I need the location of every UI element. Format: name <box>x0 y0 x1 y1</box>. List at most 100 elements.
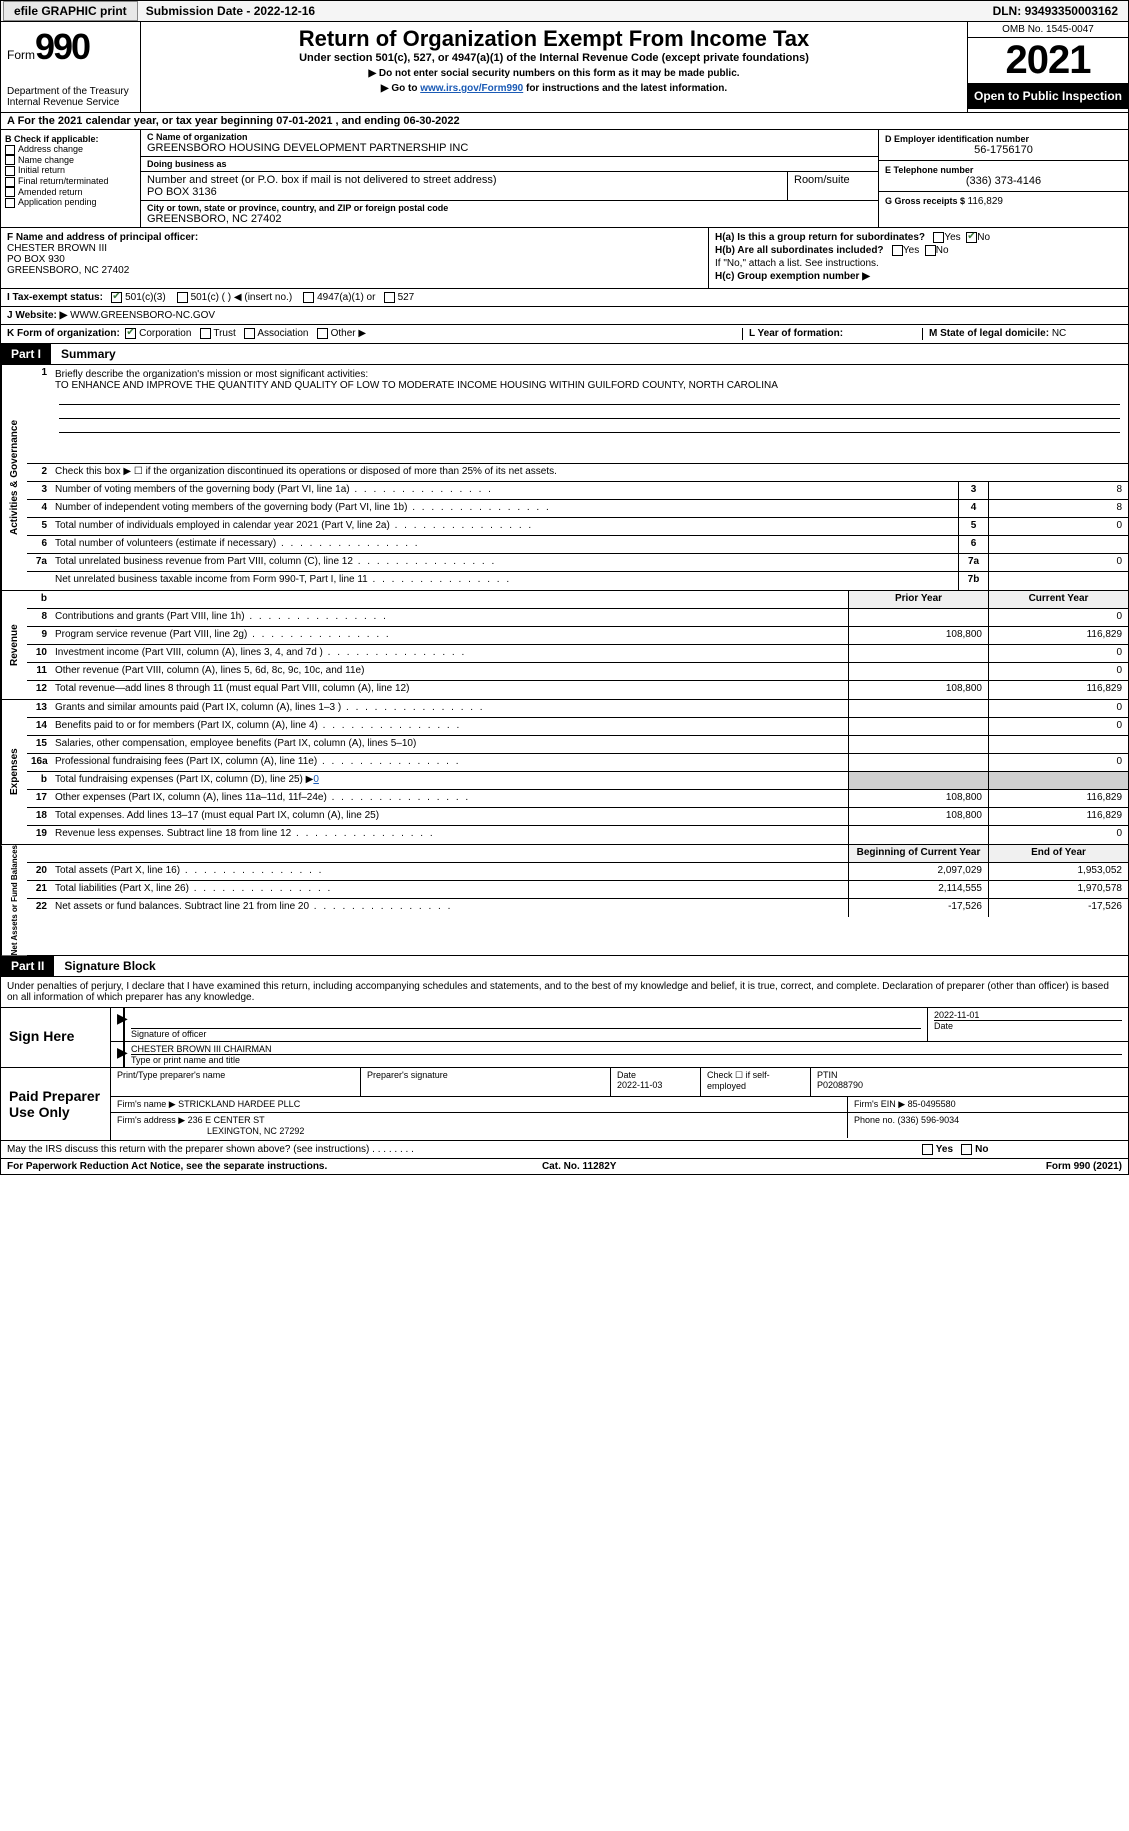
entity-block: B Check if applicable: Address change Na… <box>0 130 1129 228</box>
line5-val: 0 <box>988 518 1128 535</box>
firm-address: 236 E CENTER ST <box>188 1115 265 1125</box>
chk-corporation[interactable] <box>125 328 136 339</box>
ptin-label: PTIN <box>817 1070 1122 1080</box>
officer-addr1: PO BOX 930 <box>7 254 702 265</box>
hb-no[interactable] <box>925 245 936 256</box>
line7b-val <box>988 572 1128 590</box>
chk-address-change[interactable] <box>5 145 15 155</box>
line6-val <box>988 536 1128 553</box>
summary-activities: Activities & Governance 1 Briefly descri… <box>0 365 1129 591</box>
pra-notice: For Paperwork Reduction Act Notice, see … <box>7 1161 327 1172</box>
state-domicile: NC <box>1052 328 1066 339</box>
line3-val: 8 <box>988 482 1128 499</box>
chk-name-change[interactable] <box>5 155 15 165</box>
chk-amended-return[interactable] <box>5 187 15 197</box>
hdr-eoy: End of Year <box>988 845 1128 862</box>
street-label: Number and street (or P.O. box if mail i… <box>147 174 781 186</box>
part1-header: Part I Summary <box>0 344 1129 365</box>
dba-label: Doing business as <box>147 159 872 169</box>
q2-text: Check this box ▶ ☐ if the organization d… <box>51 464 1128 481</box>
ha-no[interactable] <box>966 232 977 243</box>
print-name-label: Print/Type preparer's name <box>117 1070 354 1080</box>
form-ref: Form 990 (2021) <box>1046 1161 1122 1172</box>
chk-501c[interactable] <box>177 292 188 303</box>
form-number: 990 <box>35 26 89 67</box>
sign-here-section: Sign Here ▶ Signature of officer 2022-11… <box>0 1008 1129 1068</box>
prep-sig-label: Preparer's signature <box>367 1070 604 1080</box>
phone-label: E Telephone number <box>885 165 1122 175</box>
line7a-val: 0 <box>988 554 1128 571</box>
city-label: City or town, state or province, country… <box>147 203 872 213</box>
vstrip-revenue: Revenue <box>1 591 27 699</box>
chk-final-return[interactable] <box>5 177 15 187</box>
open-to-public: Open to Public Inspection <box>968 83 1128 109</box>
ein-value: 56-1756170 <box>885 144 1122 156</box>
hb-yes[interactable] <box>892 245 903 256</box>
hc-label: H(c) Group exemption number ▶ <box>715 271 870 282</box>
form-of-org-row: K Form of organization: Corporation Trus… <box>0 325 1129 343</box>
treasury-dept: Department of the Treasury <box>7 86 134 97</box>
org-name: GREENSBORO HOUSING DEVELOPMENT PARTNERSH… <box>147 142 872 154</box>
summary-revenue: Revenue bPrior YearCurrent Year 8Contrib… <box>0 591 1129 700</box>
chk-4947a1[interactable] <box>303 292 314 303</box>
prep-date-label: Date <box>617 1070 694 1080</box>
self-employed-check: Check ☐ if self-employed <box>701 1068 811 1096</box>
city-value: GREENSBORO, NC 27402 <box>147 213 872 225</box>
ha-label: H(a) Is this a group return for subordin… <box>715 232 925 243</box>
ein-label: D Employer identification number <box>885 134 1122 144</box>
state-domicile-label: M State of legal domicile: <box>929 328 1052 339</box>
tax-period-row: A For the 2021 calendar year, or tax yea… <box>0 113 1129 130</box>
org-name-label: C Name of organization <box>147 132 872 142</box>
officer-typed-name: CHESTER BROWN III CHAIRMAN <box>131 1044 1122 1054</box>
chk-application-pending[interactable] <box>5 198 15 208</box>
submission-date-label: Submission Date - 2022-12-16 <box>146 4 315 18</box>
ptin-value: P02088790 <box>817 1080 1122 1090</box>
room-label: Room/suite <box>794 174 872 186</box>
summary-net-assets: Net Assets or Fund Balances Beginning of… <box>0 845 1129 956</box>
vstrip-net-assets: Net Assets or Fund Balances <box>1 845 27 955</box>
footer-row: For Paperwork Reduction Act Notice, see … <box>0 1159 1129 1175</box>
q1-mission: TO ENHANCE AND IMPROVE THE QUANTITY AND … <box>55 380 1124 391</box>
vstrip-activities: Activities & Governance <box>1 365 27 590</box>
efile-print-button[interactable]: efile GRAPHIC print <box>3 1 138 21</box>
goto-note: ▶ Go to www.irs.gov/Form990 for instruct… <box>149 83 959 94</box>
tax-exempt-status-row: I Tax-exempt status: 501(c)(3) 501(c) ( … <box>0 289 1129 307</box>
top-toolbar: efile GRAPHIC print Submission Date - 20… <box>0 0 1129 22</box>
omb-number: OMB No. 1545-0047 <box>968 22 1128 38</box>
cat-no: Cat. No. 11282Y <box>542 1161 616 1172</box>
form-subtitle: Under section 501(c), 527, or 4947(a)(1)… <box>149 52 959 64</box>
website-row: J Website: ▶ WWW.GREENSBORO-NC.GOV <box>0 307 1129 325</box>
officer-addr2: GREENSBORO, NC 27402 <box>7 265 702 276</box>
hdr-boy: Beginning of Current Year <box>848 845 988 862</box>
officer-group-block: F Name and address of principal officer:… <box>0 228 1129 289</box>
part2-header: Part II Signature Block <box>0 956 1129 977</box>
sig-officer-label: Signature of officer <box>131 1028 921 1039</box>
sig-date: 2022-11-01 <box>934 1010 1122 1020</box>
summary-expenses: Expenses 13Grants and similar amounts pa… <box>0 700 1129 845</box>
chk-initial-return[interactable] <box>5 166 15 176</box>
chk-trust[interactable] <box>200 328 211 339</box>
chk-527[interactable] <box>384 292 395 303</box>
ha-yes[interactable] <box>933 232 944 243</box>
gross-receipts-value: 116,829 <box>968 196 1003 207</box>
discuss-no[interactable] <box>961 1144 972 1155</box>
q1-label: Briefly describe the organization's miss… <box>55 369 1124 380</box>
ssn-note: ▶ Do not enter social security numbers o… <box>149 68 959 79</box>
chk-other[interactable] <box>317 328 328 339</box>
form-word: Form <box>7 48 35 62</box>
paid-preparer-label: Paid Preparer Use Only <box>1 1068 111 1140</box>
hb-label: H(b) Are all subordinates included? <box>715 245 884 256</box>
officer-name-label: Type or print name and title <box>131 1054 1122 1065</box>
chk-association[interactable] <box>244 328 255 339</box>
gross-receipts-label: G Gross receipts $ <box>885 196 968 206</box>
chk-501c3[interactable] <box>111 292 122 303</box>
paid-preparer-section: Paid Preparer Use Only Print/Type prepar… <box>0 1068 1129 1141</box>
website-value: WWW.GREENSBORO-NC.GOV <box>70 310 215 321</box>
section-b-checkboxes: B Check if applicable: Address change Na… <box>1 130 141 227</box>
perjury-declaration: Under penalties of perjury, I declare th… <box>0 977 1129 1008</box>
fundraising-link[interactable]: 0 <box>313 774 319 785</box>
irs-link[interactable]: www.irs.gov/Form990 <box>420 83 523 94</box>
firm-phone: (336) 596-9034 <box>898 1115 960 1125</box>
discuss-yes[interactable] <box>922 1144 933 1155</box>
tax-year: 2021 <box>968 38 1128 83</box>
